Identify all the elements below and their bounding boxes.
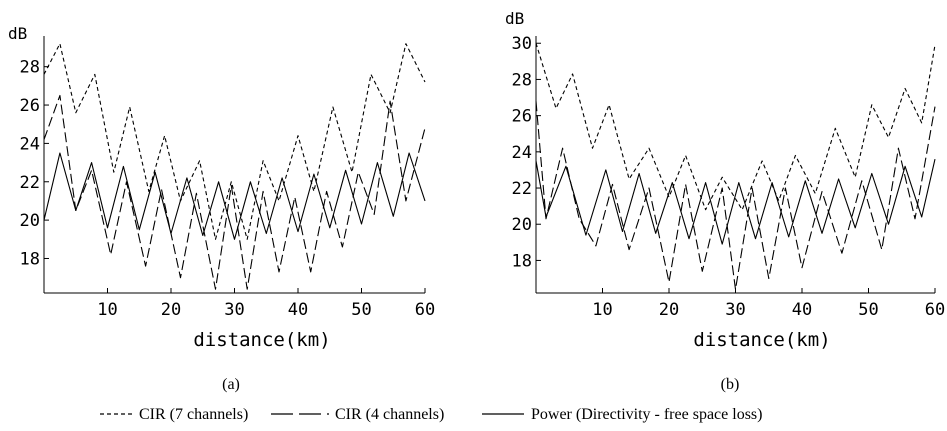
chart-a-y-tick-label: 20 (20, 211, 40, 231)
chart-b-x-tick-label: 50 (858, 300, 878, 320)
legend: CIR (7 channels) CIR (4 channels) Power … (100, 406, 762, 423)
legend-label-cir-4: CIR (4 channels) (335, 406, 444, 423)
chart-b-x-tick-label: 30 (725, 300, 745, 320)
chart-a-series-power (43, 152, 426, 240)
chart-a-panel-label: (a) (222, 376, 240, 393)
chart-b-y-tick-label: 26 (512, 107, 532, 127)
chart-a-y-tick-label: 22 (20, 173, 40, 193)
chart-b-y-tick-label: 24 (512, 143, 532, 163)
chart-a: dB distance(km) (a) 10 20 30 40 50 60 18 20 22 24… (8, 24, 435, 393)
chart-b-series-cir-4 (535, 101, 936, 290)
chart-b-panel-label: (b) (721, 376, 740, 393)
chart-b-x-tick-label: 40 (792, 300, 812, 320)
chart-b-y-tick-label: 28 (512, 70, 532, 90)
chart-b-y-tick-label: 22 (512, 179, 532, 199)
chart-a-x-tick-label: 40 (288, 300, 308, 320)
chart-a-x-tick-label: 30 (224, 300, 244, 320)
chart-a-series-cir-4 (43, 94, 426, 290)
chart-a-y-label: dB (8, 24, 27, 43)
chart-b-y-label: dB (505, 9, 524, 28)
chart-b-x-tick-label: 60 (925, 300, 945, 320)
legend-label-cir-7: CIR (7 channels) (139, 406, 248, 423)
chart-a-series-cir-7 (43, 43, 426, 240)
chart-b: dB distance(km) (b) 10 20 30 40 50 60 18 20 22 24… (505, 9, 945, 393)
chart-b-x-label: distance(km) (693, 329, 830, 351)
chart-a-x-label: distance(km) (193, 329, 330, 351)
chart-a-y-tick-label: 24 (20, 134, 40, 154)
legend-label-power: Power (Directivity - free space loss) (531, 406, 762, 423)
chart-a-x-tick-label: 50 (351, 300, 371, 320)
chart-b-y-tick-label: 30 (512, 34, 532, 54)
chart-a-y-tick-label: 26 (20, 96, 40, 116)
chart-b-x-tick-label: 20 (659, 300, 679, 320)
chart-a-x-tick-label: 60 (415, 300, 435, 320)
chart-b-y-tick-label: 18 (512, 251, 532, 271)
chart-b-series-cir-7 (535, 43, 936, 211)
chart-a-y-tick-label: 18 (20, 249, 40, 269)
chart-a-x-tick-label: 10 (97, 300, 117, 320)
chart-b-series-power (535, 158, 936, 245)
chart-b-y-tick-label: 20 (512, 215, 532, 235)
chart-a-y-tick-label: 28 (20, 58, 40, 78)
chart-b-x-tick-label: 10 (592, 300, 612, 320)
chart-a-x-tick-label: 20 (161, 300, 181, 320)
